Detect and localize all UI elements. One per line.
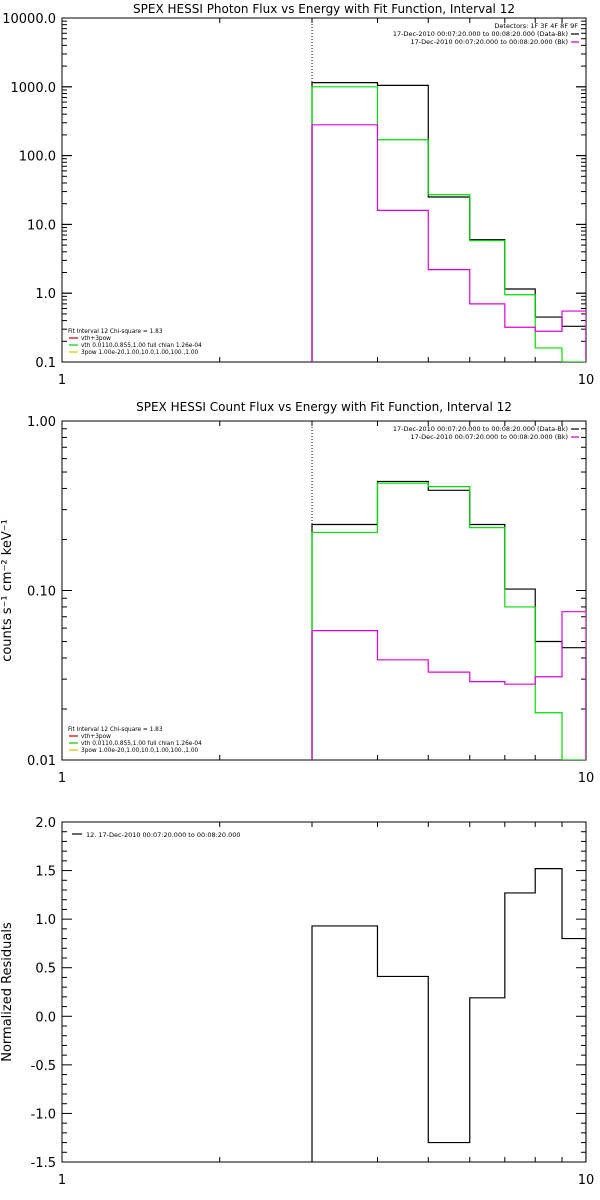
y-tick-label: 0.1 [35, 356, 56, 371]
legend-top-entry: 17-Dec-2010 00:07:20.000 to 00:08:20.000… [411, 433, 569, 441]
y-tick-label: 0.5 [35, 962, 56, 977]
plot-frame [62, 822, 586, 1162]
legend-bottom-entry: Fit Interval 12 Chi-square = 1.83 [68, 329, 163, 335]
legend-top-entry: Detectors: 1F 3F 4F 8F 9F [494, 22, 578, 30]
chart-title: SPEX HESSI Photon Flux vs Energy with Fi… [133, 2, 515, 16]
legend-bottom-entry: Fit Interval 12 Chi-square = 1.83 [68, 727, 163, 733]
x-tick-label: 1 [58, 1173, 66, 1188]
series-line-1 [312, 481, 586, 760]
series-line-3 [312, 125, 586, 362]
chart-panel-3: 1 10 -1.5 -1.0 -0.5 0.0 0.5 1.0 1.5 2.0 Normalized… [0, 816, 594, 1188]
legend-top-entry: 17-Dec-2010 00:07:20.000 to 00:08:20.000… [393, 425, 568, 433]
series-group [312, 481, 586, 760]
y-axis-label: Normalized Residuals [0, 922, 15, 1062]
x-tick-label: 10 [578, 1173, 595, 1188]
y-axis-label: counts s⁻¹ cm⁻² keV⁻¹ [0, 519, 15, 662]
y-tick-label: -1.5 [31, 1156, 56, 1171]
series-group [312, 83, 586, 362]
x-tick-label: 10 [578, 373, 595, 388]
y-tick-label: -0.5 [31, 1059, 56, 1074]
chart-panel-1: SPEX HESSI Photon Flux vs Energy with Fi… [2, 2, 594, 388]
chart-panel-2: SPEX HESSI Count Flux vs Energy with Fit… [0, 400, 594, 786]
series-line-1 [312, 869, 586, 1162]
y-tick-label: 0.0 [35, 1010, 56, 1025]
legend-bottom-entry: vth 0.0110,0.855,1.00 full chian 1.26e-0… [81, 741, 202, 747]
y-tick-label: 1000.0 [11, 81, 57, 96]
y-tick-label: 0.01 [27, 754, 56, 769]
legend-top-entry: 17-Dec-2010 00:07:20.000 to 00:08:20.000… [411, 38, 569, 46]
y-tick-label: 100.0 [19, 150, 56, 165]
y-tick-label: -1.0 [31, 1107, 56, 1122]
legend-bottom-entry: vth+3pow [81, 336, 111, 342]
series-line-3 [312, 612, 586, 760]
series-line-2 [312, 87, 586, 362]
y-tick-label: 1.0 [35, 287, 56, 302]
y-tick-label: 2.0 [35, 816, 56, 831]
y-tick-label: 1.5 [35, 865, 56, 880]
legend-bottom-entry: 3pow 1.00e-20,1.00,10.0,1.00,100.,1.00 [81, 350, 199, 356]
x-tick-label: 10 [578, 771, 595, 786]
legend-bottom-entry: vth+3pow [81, 734, 111, 740]
y-tick-label: 1.0 [35, 913, 56, 928]
legend-bottom-entry: vth 0.0110,0.855,1.00 full chian 1.26e-0… [81, 343, 202, 349]
x-tick-label: 1 [58, 771, 66, 786]
legend-top-entry: 12. 17-Dec-2010 00:07:20.000 to 00:08:20… [86, 831, 241, 839]
plot-frame [62, 421, 586, 760]
chart-title: SPEX HESSI Count Flux vs Energy with Fit… [136, 400, 512, 414]
x-tick-label: 1 [58, 373, 66, 388]
series-group [312, 869, 586, 1162]
plot-frame [62, 18, 586, 362]
y-tick-label: 10.0 [27, 218, 56, 233]
y-tick-label: 0.10 [27, 585, 56, 600]
y-tick-label: 10000.0 [2, 12, 56, 27]
y-tick-label: 1.00 [27, 415, 56, 430]
legend-bottom-entry: 3pow 1.00e-20,1.00,10.0,1.00,100.,1.00 [81, 748, 199, 754]
legend-top-entry: 17-Dec-2010 00:07:20.000 to 00:08:20.000… [393, 30, 568, 38]
